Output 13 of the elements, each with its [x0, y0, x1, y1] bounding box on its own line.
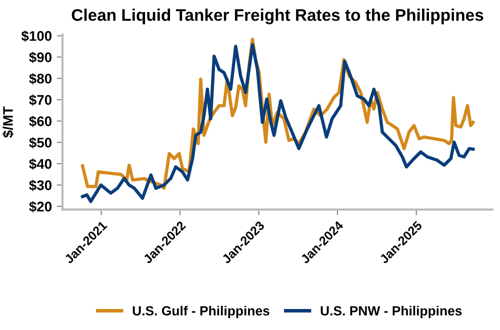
chart-title: Clean Liquid Tanker Freight Rates to the Philippines: [72, 8, 484, 24]
y-tick-label: $50: [29, 137, 52, 148]
y-axis-title: $/MT: [2, 106, 14, 138]
y-tick-label: $70: [29, 94, 52, 106]
y-tick-label: $90: [29, 52, 52, 64]
y-tick-label: $30: [29, 180, 52, 192]
legend-label: U.S. PNW - Philippines: [320, 306, 462, 318]
y-tick-label: $40: [29, 158, 52, 170]
y-tick-label: $60: [29, 116, 52, 128]
y-tick-label: $20: [29, 201, 52, 212]
y-tick-label: $100: [21, 30, 52, 42]
legend-label: U.S. Gulf - Philippines: [132, 306, 270, 318]
y-tick-label: $80: [29, 73, 52, 84]
